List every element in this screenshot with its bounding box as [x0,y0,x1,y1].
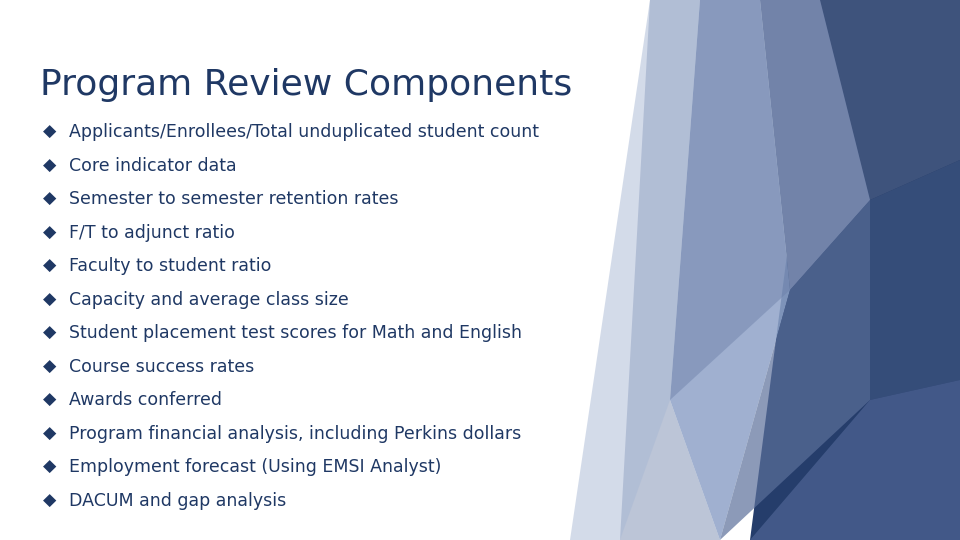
Text: ◆: ◆ [43,190,57,208]
Text: ◆: ◆ [43,257,57,275]
Polygon shape [820,0,960,200]
Text: Semester to semester retention rates: Semester to semester retention rates [69,190,398,208]
Text: ◆: ◆ [43,424,57,443]
Text: Employment forecast (Using EMSI Analyst): Employment forecast (Using EMSI Analyst) [69,458,442,476]
Text: Capacity and average class size: Capacity and average class size [69,291,348,309]
Polygon shape [620,0,960,540]
Polygon shape [570,0,700,540]
Text: ◆: ◆ [43,458,57,476]
Text: ◆: ◆ [43,157,57,175]
Text: ◆: ◆ [43,291,57,309]
Polygon shape [720,200,870,540]
Text: Student placement test scores for Math and English: Student placement test scores for Math a… [69,324,522,342]
Text: Program Review Components: Program Review Components [40,68,572,102]
Text: Applicants/Enrollees/Total unduplicated student count: Applicants/Enrollees/Total unduplicated … [69,123,540,141]
Polygon shape [750,0,960,540]
Text: F/T to adjunct ratio: F/T to adjunct ratio [69,224,235,242]
Text: ◆: ◆ [43,224,57,242]
Text: Course success rates: Course success rates [69,357,254,376]
Text: DACUM and gap analysis: DACUM and gap analysis [69,491,286,510]
Polygon shape [760,0,870,290]
Text: ◆: ◆ [43,391,57,409]
Text: Awards conferred: Awards conferred [69,391,222,409]
Polygon shape [870,160,960,400]
Polygon shape [750,380,960,540]
Text: Core indicator data: Core indicator data [69,157,237,175]
Text: ◆: ◆ [43,357,57,376]
Text: Faculty to student ratio: Faculty to student ratio [69,257,272,275]
Text: ◆: ◆ [43,491,57,510]
Polygon shape [670,0,790,540]
Text: ◆: ◆ [43,123,57,141]
Text: ◆: ◆ [43,324,57,342]
Text: Program financial analysis, including Perkins dollars: Program financial analysis, including Pe… [69,424,521,443]
